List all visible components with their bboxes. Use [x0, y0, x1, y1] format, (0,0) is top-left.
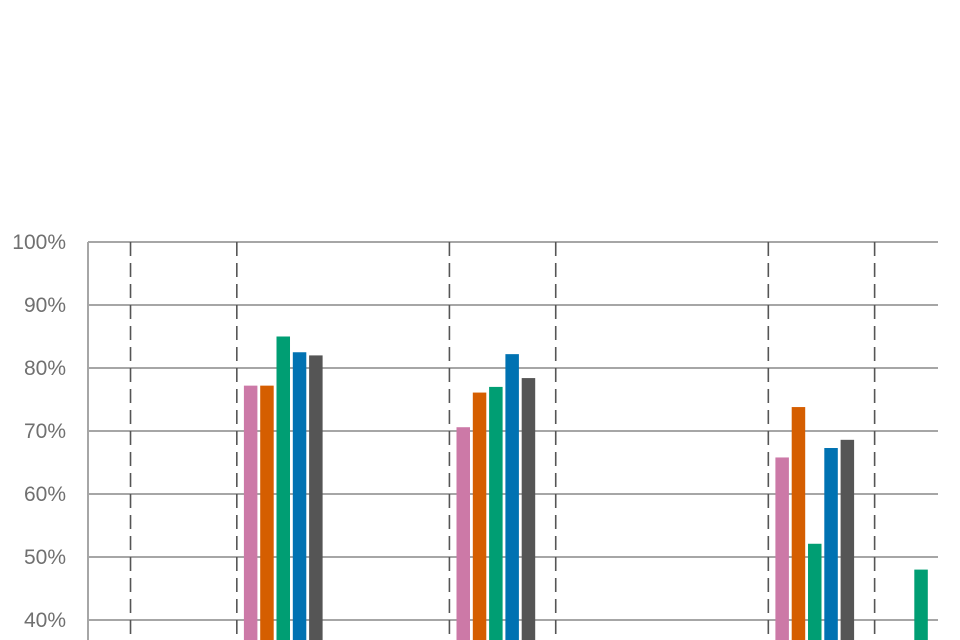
y-tick-label: 40% — [24, 609, 66, 632]
bar — [775, 457, 789, 640]
bar — [309, 355, 323, 640]
bar — [260, 385, 274, 640]
bar — [472, 392, 487, 640]
y-tick-label: 90% — [24, 294, 66, 317]
y-tick-label: 100% — [12, 231, 66, 254]
bar — [840, 439, 855, 640]
y-tick-label: 70% — [24, 420, 66, 443]
bar — [521, 378, 536, 640]
bar — [243, 385, 258, 640]
bar — [505, 354, 519, 640]
bar — [276, 336, 291, 640]
bar — [791, 407, 806, 640]
bar — [808, 543, 822, 640]
bar — [824, 448, 838, 640]
category-separators — [129, 242, 876, 640]
bar — [292, 352, 307, 640]
bar — [489, 386, 503, 640]
bar — [914, 569, 928, 640]
y-tick-label: 50% — [24, 546, 66, 569]
y-tick-label: 80% — [24, 357, 66, 380]
y-tick-label: 60% — [24, 483, 66, 506]
y-tick-labels: 100% 90% 80% 70% 60% 50% 40% — [12, 231, 66, 632]
bar — [456, 427, 471, 640]
bars — [243, 336, 928, 640]
